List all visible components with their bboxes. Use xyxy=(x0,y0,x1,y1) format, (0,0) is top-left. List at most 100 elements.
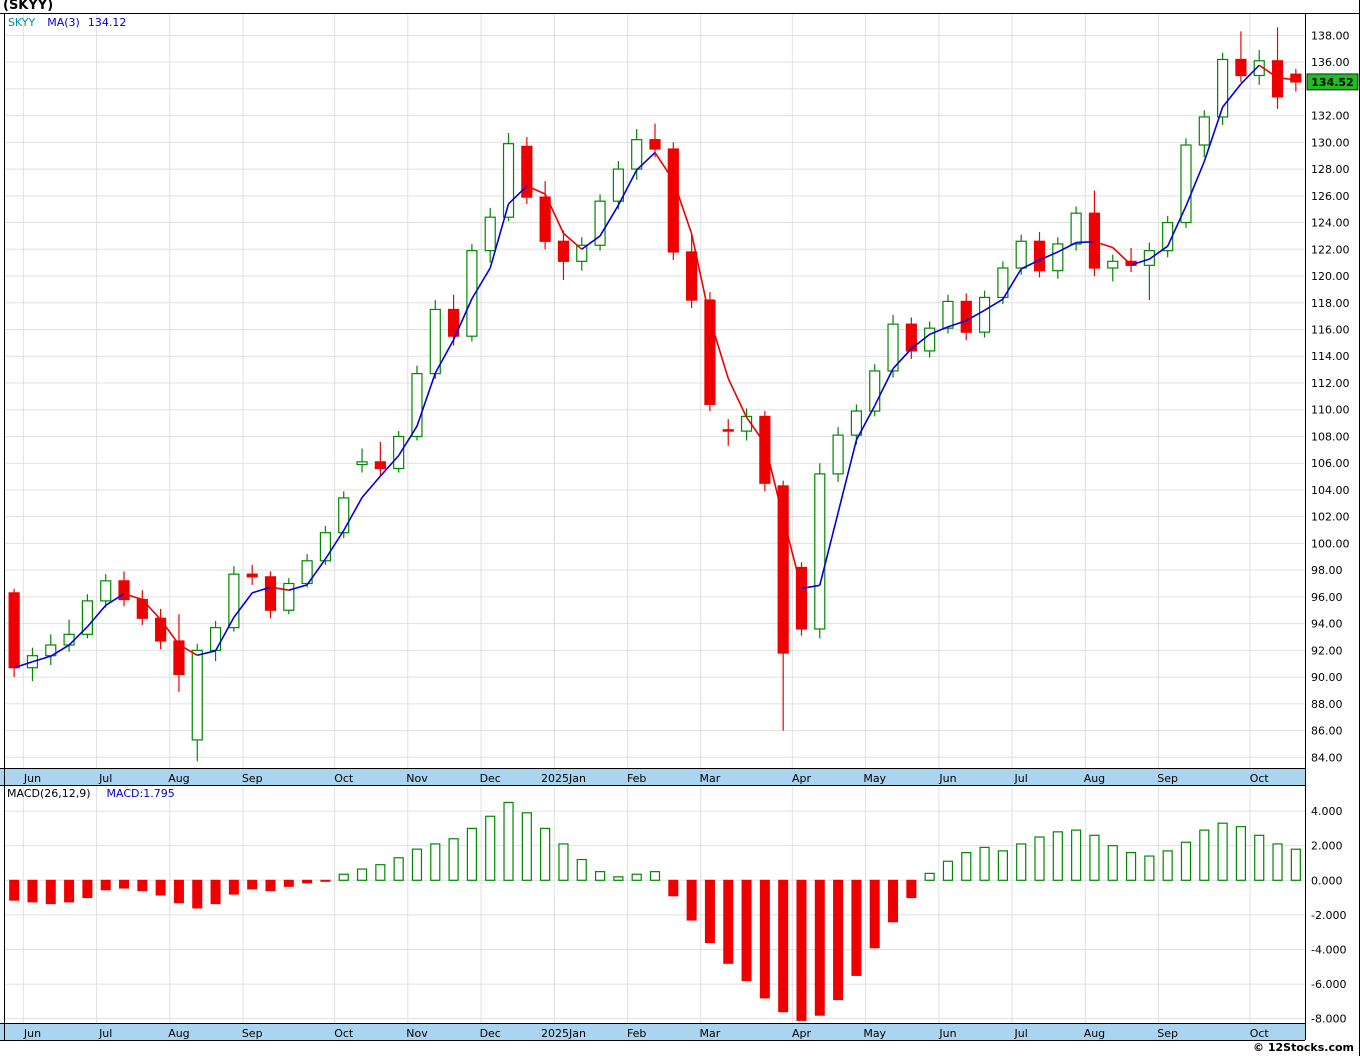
macd-bar-negative xyxy=(173,879,184,904)
month-label: Jul xyxy=(1014,772,1028,785)
ma-segment xyxy=(581,235,601,250)
copyright: © 12Stocks.com xyxy=(1253,1041,1354,1054)
macd-bar-positive xyxy=(503,801,514,881)
macd-bar-negative xyxy=(9,879,20,901)
macd-bar-negative xyxy=(100,879,111,891)
macd-bar-positive xyxy=(594,871,606,881)
ma-segment xyxy=(434,339,455,374)
month-label: Sep xyxy=(1157,772,1178,785)
macd-bar-negative xyxy=(833,879,844,1001)
macd-bar-positive xyxy=(521,812,532,881)
macd-bar-positive xyxy=(942,860,954,881)
ma-segment xyxy=(270,586,289,591)
candles-layer xyxy=(8,27,1302,762)
candle-body xyxy=(686,251,698,301)
ma-segment xyxy=(910,333,931,350)
candle-body xyxy=(557,240,570,262)
candle-body xyxy=(209,627,222,651)
candle-body xyxy=(832,434,844,475)
macd-tick-label: -8.000 xyxy=(1311,1013,1346,1026)
ma-segment xyxy=(1148,245,1169,260)
ma-segment xyxy=(1240,64,1260,85)
macd-tick-label: 0.000 xyxy=(1311,874,1343,887)
ma-segment xyxy=(1166,205,1187,247)
macd-bar-positive xyxy=(576,858,587,881)
macd-bar-negative xyxy=(283,879,294,887)
macd-bar-positive xyxy=(979,846,990,881)
candle-body xyxy=(1052,243,1064,272)
candle-body xyxy=(155,617,167,642)
ma-segment xyxy=(544,193,565,234)
price-tick-label: 104.00 xyxy=(1311,484,1350,497)
macd-bar-positive xyxy=(485,815,496,881)
ma-segment xyxy=(672,179,693,234)
price-tick-label: 130.00 xyxy=(1311,136,1350,149)
ma-segment xyxy=(1130,258,1150,266)
price-tick-label: 128.00 xyxy=(1311,163,1350,176)
macd-bar-negative xyxy=(906,879,917,899)
price-tick-label: 106.00 xyxy=(1311,457,1350,470)
ma-segment xyxy=(32,655,52,663)
ma-segment xyxy=(709,318,730,379)
ma-segment xyxy=(214,616,235,652)
month-label: Aug xyxy=(1084,772,1105,785)
candle-body xyxy=(173,640,185,676)
candle-body xyxy=(502,143,515,218)
month-label: 2025Jan xyxy=(541,772,586,785)
ma-segment xyxy=(562,232,583,250)
price-marker-label: 134.52 xyxy=(1311,76,1353,89)
ma-segment xyxy=(1020,259,1040,270)
ma-segment xyxy=(1203,106,1224,162)
legend-symbol: SKYY xyxy=(8,16,36,29)
month-label: Oct xyxy=(334,1027,354,1040)
ma-segment xyxy=(636,152,656,171)
candle-body xyxy=(649,139,661,150)
macd-bar-positive xyxy=(1125,852,1137,881)
month-label: Mar xyxy=(700,1027,721,1040)
month-label: Mar xyxy=(700,772,721,785)
candle-body xyxy=(319,532,332,562)
candle-body xyxy=(191,649,203,741)
price-tick-label: 102.00 xyxy=(1311,511,1350,524)
macd-bar-negative xyxy=(869,879,880,949)
ma-segment xyxy=(801,584,820,590)
macd-bar-negative xyxy=(686,879,697,921)
candle-body xyxy=(411,373,423,438)
macd-bar-positive xyxy=(1290,848,1301,881)
candle-body xyxy=(228,573,240,629)
ma-segment xyxy=(123,592,143,601)
price-tick-label: 114.00 xyxy=(1311,350,1350,363)
macd-bar-positive xyxy=(613,876,624,881)
macd-bar-positive xyxy=(466,827,478,881)
price-tick-label: 98.00 xyxy=(1311,564,1343,577)
ma-segment xyxy=(892,348,912,370)
candle-body xyxy=(466,250,478,337)
candle-body xyxy=(869,370,881,412)
macd-bar-positive xyxy=(356,868,368,881)
macd-bar-negative xyxy=(302,879,313,884)
ma-segment xyxy=(343,497,363,531)
month-label: Sep xyxy=(242,1027,263,1040)
ma-segment xyxy=(764,443,784,518)
candle-body xyxy=(429,308,441,375)
ma-segment xyxy=(471,267,491,300)
month-axis-strip-bottom xyxy=(0,1024,1305,1040)
macd-bar-negative xyxy=(82,879,93,899)
macd-bar-negative xyxy=(192,879,203,909)
symbol-title: (SKYY) xyxy=(3,0,54,13)
ma-segment xyxy=(251,586,271,594)
ma-segment xyxy=(489,203,510,269)
ma-segment xyxy=(68,626,88,646)
ma-segment xyxy=(965,309,985,322)
candle-body xyxy=(8,592,20,669)
ma-segment xyxy=(745,416,766,445)
macd-bar-positive xyxy=(1199,829,1210,881)
macd-bar-positive xyxy=(1180,841,1192,881)
ma-segment xyxy=(837,439,858,513)
month-label: May xyxy=(863,772,886,785)
macd-bar-positive xyxy=(1107,845,1118,881)
month-label: May xyxy=(863,1027,886,1040)
candle-body xyxy=(374,461,386,470)
